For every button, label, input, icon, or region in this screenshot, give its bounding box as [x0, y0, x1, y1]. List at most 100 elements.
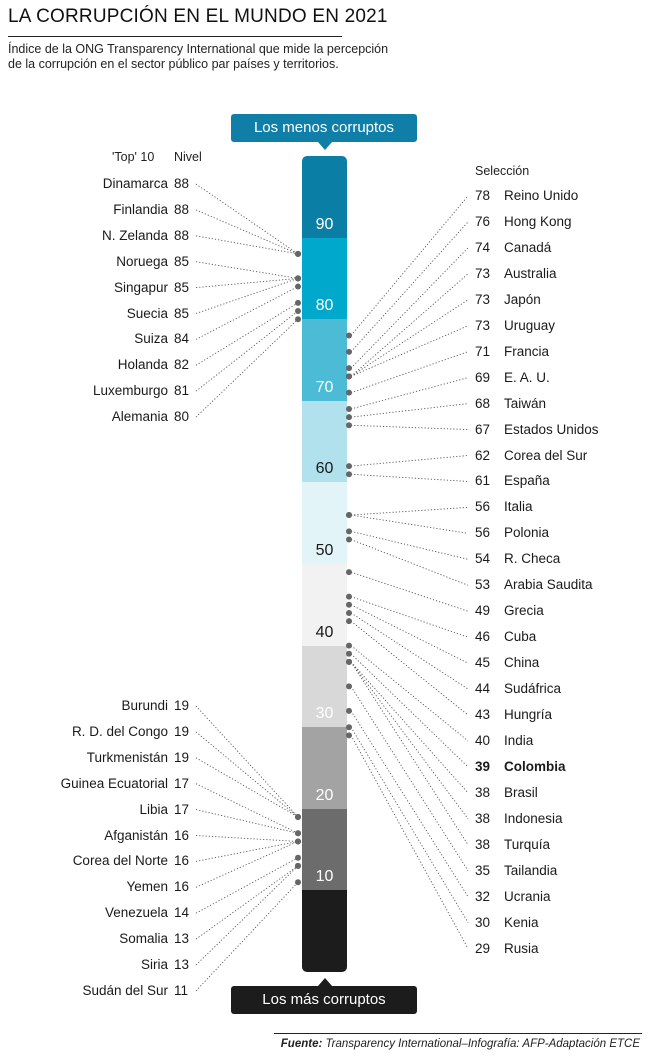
connector-line	[195, 809, 299, 834]
scale-band	[302, 808, 347, 891]
connector-line	[350, 325, 469, 377]
selection-country-value: 68	[475, 395, 491, 411]
scale-tick-label: 10	[315, 868, 334, 886]
selection-country-value: 54	[475, 551, 491, 567]
value-marker	[346, 683, 352, 690]
connector-line	[350, 735, 469, 949]
source-label: Fuente:	[280, 1038, 323, 1050]
value-marker	[346, 414, 352, 421]
value-marker	[346, 724, 352, 731]
level-header: Nivel	[174, 150, 202, 164]
connector-line	[195, 881, 299, 992]
bottom-country-name: Turkmenistán	[86, 749, 168, 765]
value-marker	[295, 316, 301, 323]
top10-country-name: Noruega	[116, 253, 168, 269]
selection-country-value: 74	[475, 239, 491, 255]
top10-country-value: 81	[174, 383, 190, 399]
selection-country-value: 38	[475, 836, 491, 852]
connector-line	[195, 705, 299, 818]
connector-line	[195, 277, 299, 289]
selection-country-name: Polonia	[504, 525, 550, 541]
arrow-down-icon	[318, 142, 332, 150]
bottom-country-value: 14	[174, 905, 190, 921]
selection-country-name: Cuba	[504, 629, 537, 645]
selection-country-name: Reino Unido	[504, 188, 579, 203]
connector-line	[195, 318, 299, 418]
selection-country-name: Australia	[504, 265, 557, 281]
connector-line	[350, 473, 469, 482]
value-marker	[346, 569, 352, 576]
bottom-country-value: 16	[174, 827, 190, 843]
bottom-country-name: Venezuela	[104, 905, 168, 921]
connector-line	[350, 377, 469, 410]
connector-line	[195, 731, 299, 818]
selection-country-name: India	[504, 732, 534, 748]
selection-country-name: Grecia	[504, 603, 544, 619]
selection-country-name: Turquía	[504, 836, 551, 852]
scale-tick-label: 30	[315, 705, 334, 723]
connector-line	[195, 209, 299, 255]
selection-country-value: 45	[475, 655, 491, 671]
top10-country-name: Suecia	[126, 305, 168, 321]
value-marker	[295, 854, 301, 861]
selection-country-name: Hungría	[504, 707, 553, 722]
selection-country-value: 46	[475, 629, 491, 645]
selection-country-name: Colombia	[504, 758, 566, 774]
value-marker	[346, 389, 352, 396]
top10-country-name: Holanda	[117, 357, 168, 373]
connector-line	[195, 235, 299, 255]
connector-line	[350, 661, 469, 845]
most-corrupt-banner: Los más corruptos	[231, 986, 417, 1014]
value-marker	[295, 308, 301, 315]
selection-country-value: 44	[475, 681, 491, 697]
bottom-country-value: 19	[174, 749, 190, 765]
scale-tick-label: 20	[315, 786, 334, 804]
corruption-scale-bar: 90 80 70 60 50 40 30 20 10	[302, 156, 347, 972]
selection-country-name: Canadá	[504, 239, 552, 255]
selection-country-value: 39	[475, 758, 491, 774]
connector-line	[350, 424, 469, 430]
connector-line	[350, 247, 469, 369]
connector-line	[350, 612, 469, 690]
selection-country-name: E. A. U.	[504, 369, 550, 385]
selection-country-value: 62	[475, 447, 491, 463]
selection-country-name: Estados Unidos	[504, 421, 599, 437]
selection-country-value: 73	[475, 317, 491, 333]
selection-country-name: Hong Kong	[504, 213, 572, 229]
connector-line	[350, 273, 469, 377]
connector-line	[195, 840, 299, 862]
scale-band	[302, 156, 347, 239]
selection-country-name: Kenia	[504, 914, 539, 930]
value-marker	[346, 650, 352, 657]
selection-country-value: 32	[475, 888, 491, 904]
selection-country-name: R. Checa	[504, 551, 561, 567]
connector-line	[195, 261, 299, 279]
top10-header: 'Top' 10	[112, 150, 155, 164]
connector-line	[350, 661, 469, 820]
connector-line	[350, 351, 469, 394]
selection-country-name: Corea del Sur	[504, 447, 588, 463]
bottom-country-name: Libia	[139, 801, 168, 817]
scale-tick-label: 60	[315, 460, 334, 478]
scale-band	[302, 237, 347, 320]
selection-country-name: Italia	[504, 499, 533, 515]
value-marker	[346, 422, 352, 429]
value-marker	[346, 536, 352, 543]
selection-country-value: 40	[475, 732, 491, 748]
selection-country-name: Arabia Saudita	[504, 577, 593, 593]
value-marker	[295, 813, 301, 820]
scale-tick-label: 70	[315, 378, 334, 396]
selection-country-value: 56	[475, 499, 491, 515]
value-marker	[295, 283, 301, 290]
value-marker	[346, 332, 352, 339]
bottom-country-name: Burundi	[121, 698, 168, 713]
top10-country-value: 85	[174, 305, 190, 321]
selection-header: Selección	[475, 164, 530, 178]
selection-country-value: 67	[475, 421, 491, 437]
subtitle-line-1: Índice de la ONG Transparency Internatio…	[8, 42, 389, 56]
bottom-country-value: 13	[174, 957, 190, 972]
selection-country-name: Uruguay	[504, 317, 556, 333]
connector-line	[350, 604, 469, 664]
connector-line	[350, 710, 469, 897]
value-marker	[346, 365, 352, 372]
